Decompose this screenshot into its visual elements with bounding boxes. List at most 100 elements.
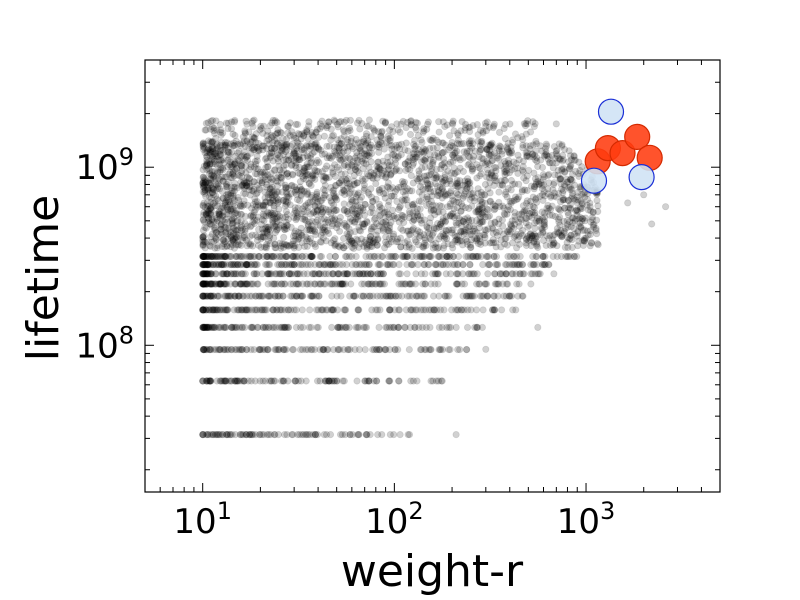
data-point	[202, 280, 210, 288]
data-point	[384, 260, 392, 269]
data-point	[320, 191, 328, 199]
data-point	[424, 252, 433, 261]
data-point	[207, 292, 215, 300]
data-point	[318, 306, 326, 314]
data-point	[293, 292, 301, 300]
data-point	[383, 323, 391, 331]
data-point	[443, 292, 451, 300]
data-point	[276, 270, 285, 278]
data-point	[527, 260, 535, 269]
data-point	[308, 270, 316, 278]
data-point	[210, 280, 218, 288]
data-point	[351, 180, 359, 188]
data-point	[482, 345, 490, 353]
data-point	[338, 280, 347, 288]
data-point	[246, 232, 254, 241]
data-point	[330, 377, 338, 385]
data-point	[277, 280, 285, 288]
data-point	[341, 306, 349, 314]
data-point	[490, 306, 498, 314]
data-point	[262, 198, 270, 206]
data-point	[331, 280, 339, 288]
data-point	[345, 323, 353, 331]
data-point	[447, 306, 456, 314]
data-point	[311, 430, 319, 439]
data-point	[240, 152, 248, 160]
data-point	[504, 156, 512, 164]
data-point	[355, 306, 363, 314]
data-point	[382, 292, 391, 300]
data-point	[406, 280, 414, 288]
data-point	[438, 139, 446, 147]
data-point	[206, 280, 214, 288]
data-point	[281, 323, 289, 331]
data-point	[254, 280, 262, 288]
data-point	[206, 377, 214, 385]
data-point	[201, 270, 209, 278]
data-point	[439, 208, 447, 216]
data-point	[256, 306, 264, 314]
data-point	[363, 270, 371, 278]
data-point	[270, 377, 278, 385]
data-point	[281, 260, 290, 269]
data-point	[243, 280, 251, 288]
data-point	[408, 292, 417, 300]
data-point	[265, 260, 273, 269]
data-point	[212, 306, 220, 314]
data-point	[413, 377, 421, 385]
data-point	[242, 260, 250, 269]
data-point	[377, 252, 386, 261]
data-point	[567, 161, 575, 170]
data-point	[351, 345, 359, 354]
data-point	[293, 270, 301, 278]
data-point	[306, 430, 314, 439]
data-point	[314, 306, 322, 314]
data-point	[206, 345, 214, 354]
data-point	[204, 430, 212, 439]
data-point	[545, 260, 553, 269]
data-point	[586, 203, 594, 211]
data-point	[235, 377, 244, 385]
data-point	[407, 306, 415, 314]
data-point	[280, 280, 288, 288]
data-point	[298, 231, 306, 240]
data-point	[253, 152, 261, 160]
data-point	[346, 430, 354, 439]
data-point	[390, 260, 398, 269]
data-point	[233, 377, 241, 385]
data-point	[202, 280, 210, 288]
data-point	[377, 280, 385, 288]
data-point	[234, 377, 242, 385]
data-point	[379, 225, 387, 233]
data-point	[282, 170, 291, 178]
data-point	[267, 377, 275, 385]
data-point	[291, 227, 300, 235]
data-point	[243, 345, 251, 354]
data-point	[269, 306, 277, 314]
data-point	[386, 306, 394, 314]
data-point	[435, 252, 443, 261]
data-point	[211, 430, 219, 439]
data-point	[223, 345, 231, 354]
data-point	[228, 430, 236, 439]
data-point	[213, 244, 221, 252]
data-point	[395, 141, 403, 149]
data-point	[216, 345, 224, 354]
data-point	[204, 260, 212, 269]
data-point	[365, 116, 373, 124]
data-point	[555, 205, 563, 213]
data-point	[492, 280, 501, 288]
data-point	[557, 252, 566, 261]
data-point	[263, 345, 272, 354]
data-point	[366, 292, 374, 300]
data-point	[330, 116, 338, 124]
data-point	[205, 306, 213, 314]
data-point	[208, 323, 216, 331]
data-point	[396, 430, 404, 439]
data-point	[284, 323, 292, 331]
data-point	[385, 292, 394, 300]
data-point	[437, 190, 445, 198]
data-point	[199, 270, 208, 278]
data-point	[263, 270, 271, 278]
data-point	[441, 218, 449, 226]
